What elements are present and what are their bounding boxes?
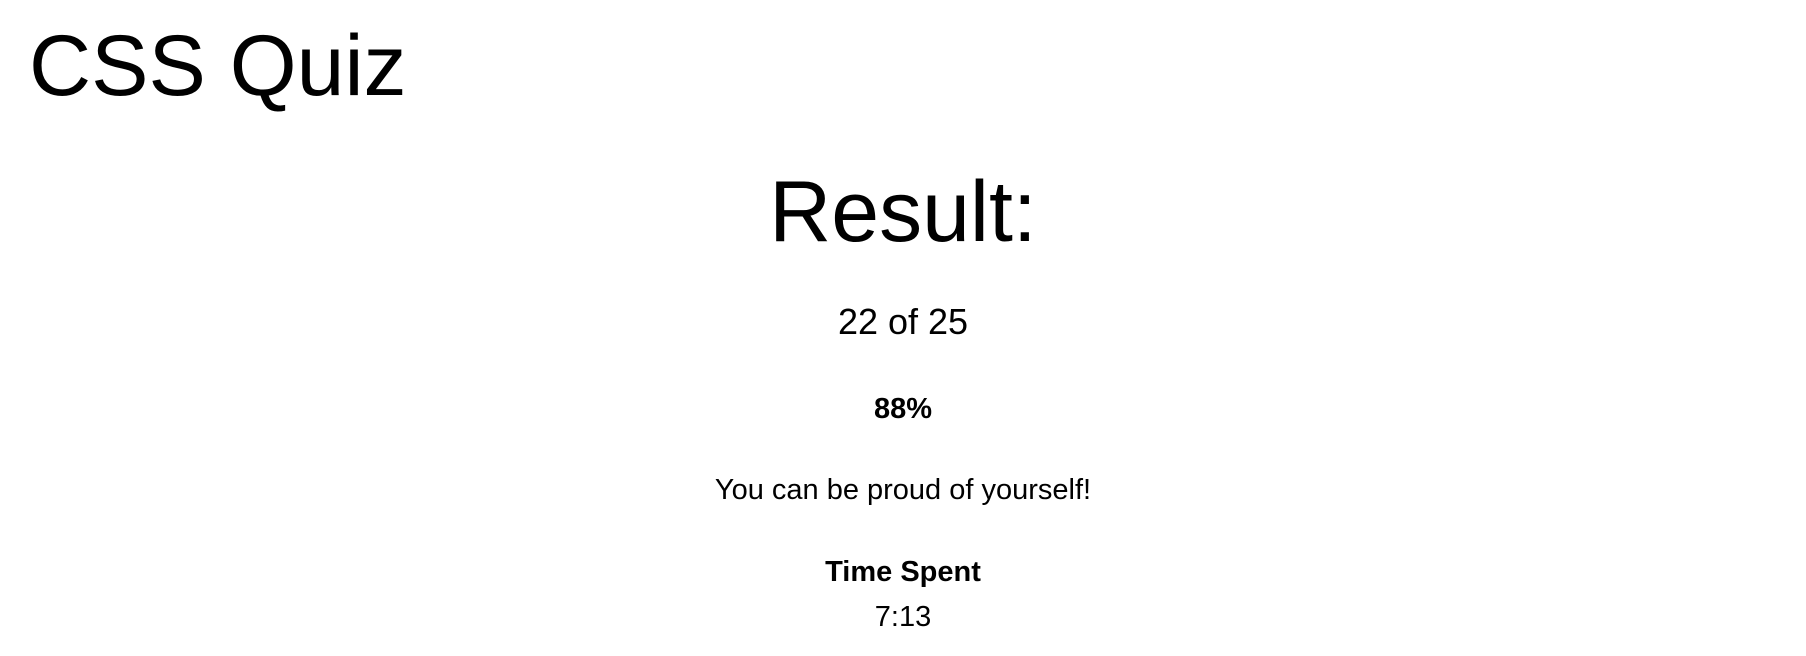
score-percent: 88% xyxy=(873,393,933,425)
time-spent-value: 7:13 xyxy=(874,601,932,633)
time-spent-label: Time Spent xyxy=(825,556,981,588)
page-title: CSS Quiz xyxy=(29,18,407,114)
result-message: You can be proud of yourself! xyxy=(714,474,1092,506)
score-text: 22 of 25 xyxy=(837,301,969,342)
result-heading: Result: xyxy=(769,164,1037,260)
